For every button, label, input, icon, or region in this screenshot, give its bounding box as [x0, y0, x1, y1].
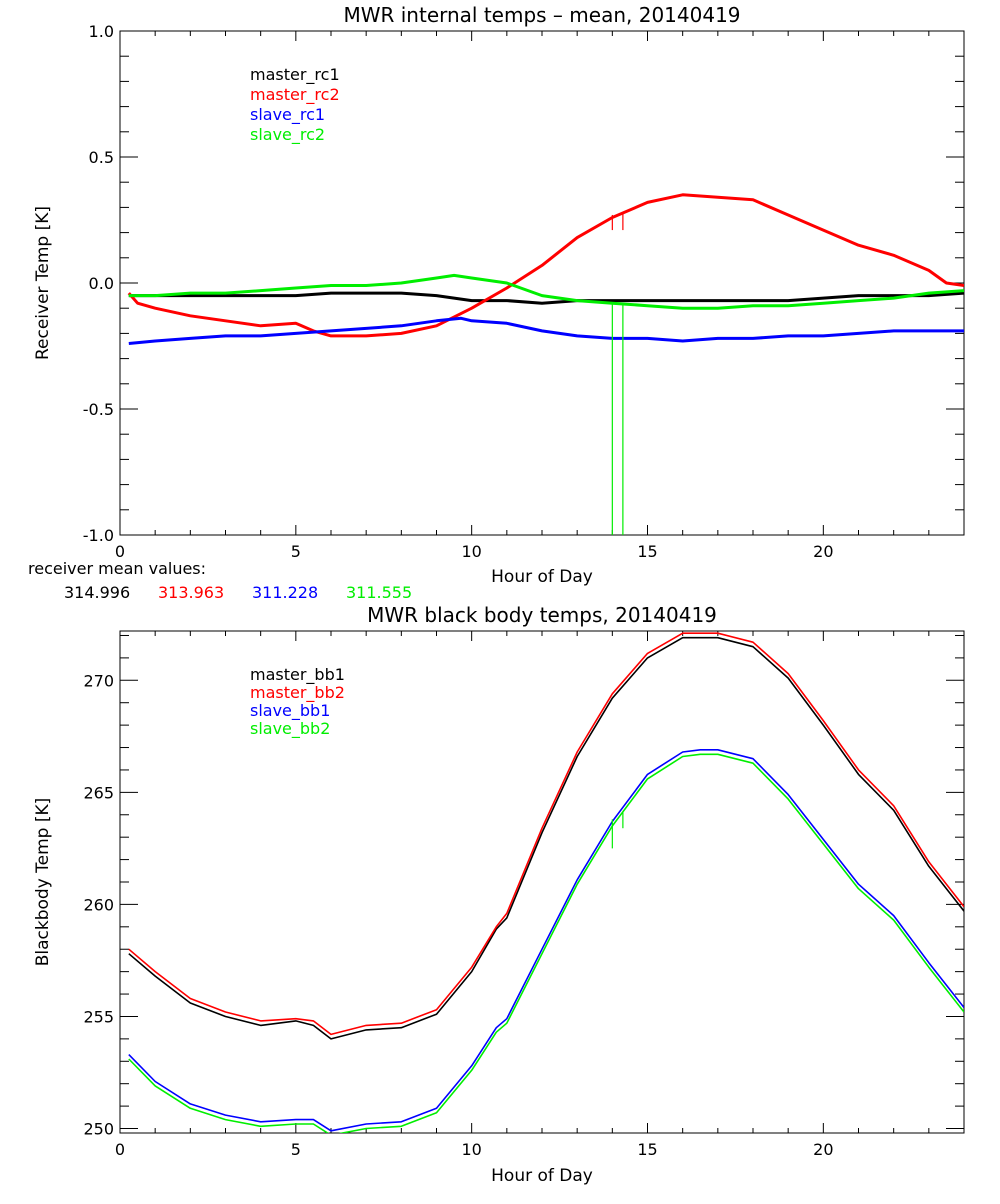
- series-line-slave-bb2: [128, 753, 964, 1133]
- y-tick-label: 260: [83, 895, 114, 914]
- x-axis-label: Hour of Day: [491, 1166, 593, 1186]
- blackbody-temps-chart: MWR black body temps, 20140419 0 5 10 15 20 25…: [33, 603, 965, 1186]
- x-tick-label: 0: [115, 1140, 125, 1159]
- mean-value-master-rc2: 313.963: [158, 583, 224, 602]
- y-tick-label: 265: [83, 783, 114, 802]
- x-tick-label: 5: [291, 1140, 301, 1159]
- series-line-master-rc2: [127, 193, 964, 338]
- legend-entry-slave-bb1: slave_bb1: [250, 701, 330, 721]
- x-tick-label: 5: [291, 542, 301, 561]
- mean-value-slave-rc2: 311.555: [346, 583, 412, 602]
- legend-entry-slave-bb2: slave_bb2: [250, 719, 330, 739]
- x-tick-label: 10: [461, 1140, 481, 1159]
- chart-title: MWR internal temps – mean, 20140419: [343, 3, 740, 27]
- legend-entry-master-rc1: master_rc1: [250, 65, 340, 85]
- plot-frame: [119, 630, 965, 1134]
- x-tick-label: 20: [813, 542, 833, 561]
- mean-value-master-rc1: 314.996: [64, 583, 130, 602]
- y-tick-label: 1.0: [89, 22, 114, 41]
- plot-frame: [119, 30, 965, 536]
- y-tick-label: 255: [83, 1007, 114, 1026]
- series-line-slave-bb1: [128, 748, 964, 1132]
- chart-title: MWR black body temps, 20140419: [367, 603, 717, 627]
- series-line-slave-rc2: [128, 273, 964, 310]
- y-axis-label: Receiver Temp [K]: [33, 206, 53, 360]
- legend-entry-master-rc2: master_rc2: [250, 85, 340, 105]
- legend-entry-master-bb1: master_bb1: [250, 665, 345, 685]
- plot-area: [127, 193, 964, 535]
- legend-entry-slave-rc2: slave_rc2: [250, 125, 325, 145]
- series-line-master-bb2: [128, 632, 964, 1036]
- y-tick-label: -0.5: [83, 400, 114, 419]
- legend-entry-slave-rc1: slave_rc1: [250, 105, 325, 125]
- y-tick-label: 270: [83, 671, 114, 690]
- x-tick-label: 0: [115, 542, 125, 561]
- internal-temps-chart: MWR internal temps – mean, 20140419 0 5 10 1…: [33, 3, 965, 587]
- y-tick-label: -1.0: [83, 526, 114, 545]
- legend-entry-master-bb2: master_bb2: [250, 683, 345, 703]
- series-line-master-rc1: [128, 291, 964, 305]
- mean-value-slave-rc1: 311.228: [252, 583, 318, 602]
- y-tick-label: 250: [83, 1120, 114, 1139]
- x-axis-label: Hour of Day: [491, 567, 593, 587]
- series-line-master-bb1: [128, 636, 964, 1040]
- receiver-mean-label: receiver mean values:: [28, 559, 206, 578]
- x-tick-label: 20: [813, 1140, 833, 1159]
- x-tick-label: 15: [637, 542, 657, 561]
- x-tick-label: 15: [637, 1140, 657, 1159]
- y-tick-label: 0.5: [89, 148, 114, 167]
- y-axis-label: Blackbody Temp [K]: [33, 798, 53, 967]
- x-tick-label: 10: [461, 542, 481, 561]
- series-line-slave-rc1: [128, 316, 964, 345]
- receiver-mean-values: receiver mean values: 314.996 313.963 31…: [28, 559, 412, 602]
- plot-area: [128, 632, 964, 1133]
- y-tick-label: 0.0: [89, 274, 114, 293]
